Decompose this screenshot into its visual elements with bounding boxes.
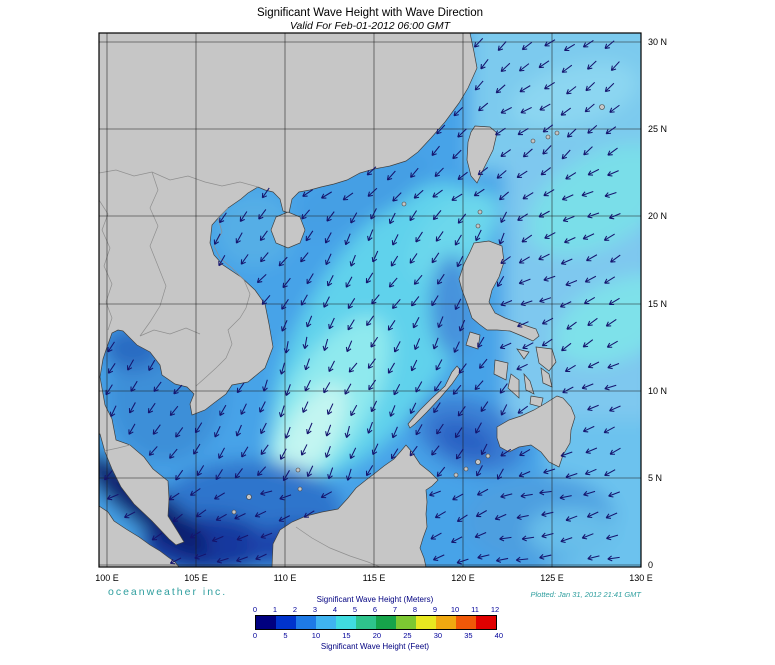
meters-tick: 10 <box>450 605 460 614</box>
feet-tick: 20 <box>372 631 382 640</box>
lat-label: 20 N <box>648 211 668 221</box>
feet-tick: 15 <box>342 631 351 640</box>
meters-tick: 11 <box>471 605 479 614</box>
lat-label: 10 N <box>648 386 668 396</box>
meters-tick: 9 <box>432 605 438 614</box>
meters-tick: 0 <box>252 605 258 614</box>
feet-tick: 10 <box>311 631 321 640</box>
meters-tick: 6 <box>372 605 378 614</box>
lon-label: 100 E <box>95 573 119 583</box>
lon-label: 115 E <box>362 573 386 583</box>
colorbar-gradient <box>255 615 497 630</box>
lat-label: 25 N <box>648 124 668 134</box>
colorbar-title-feet: Significant Wave Height (Feet) <box>320 642 430 651</box>
meters-tick: 1 <box>272 605 278 614</box>
land-masses <box>99 33 605 567</box>
meters-tick: 12 <box>490 605 500 614</box>
map-frame <box>98 32 642 568</box>
lat-label: 5 N <box>648 473 663 483</box>
plotted-timestamp: Plotted: Jan 31, 2012 21:41 GMT <box>530 590 642 599</box>
lat-label: 30 N <box>648 37 668 47</box>
lat-label: 15 N <box>648 299 668 309</box>
colorbar-title-meters: Significant Wave Height (Meters) <box>316 595 434 604</box>
wave-direction-arrows <box>104 37 621 565</box>
meters-tick: 3 <box>312 605 318 614</box>
feet-tick: 5 <box>283 631 288 640</box>
feet-tick: 40 <box>494 631 503 640</box>
meters-tick: 5 <box>352 605 358 614</box>
oceanweather-logo: oceanweather inc. <box>108 586 228 598</box>
lon-label: 130 E <box>629 573 653 583</box>
feet-tick: 30 <box>433 631 443 640</box>
country-borders <box>99 169 381 567</box>
meters-tick: 2 <box>292 605 298 614</box>
feet-tick: 35 <box>464 631 473 640</box>
lon-label: 125 E <box>540 573 564 583</box>
feet-tick: 25 <box>403 631 412 640</box>
valid-time-subtitle: Valid For Feb-01-2012 06:00 GMT <box>289 20 451 32</box>
meters-tick: 7 <box>392 605 398 614</box>
meters-tick: 4 <box>332 605 338 614</box>
lon-label: 110 E <box>273 573 297 583</box>
lat-label: 0 <box>648 560 654 570</box>
lon-label: 105 E <box>184 573 208 583</box>
lon-label: 120 E <box>451 573 475 583</box>
feet-tick: 0 <box>252 631 258 640</box>
page-title: Significant Wave Height with Wave Direct… <box>256 7 484 19</box>
grid-lines <box>99 33 642 567</box>
meters-tick: 8 <box>412 605 418 614</box>
